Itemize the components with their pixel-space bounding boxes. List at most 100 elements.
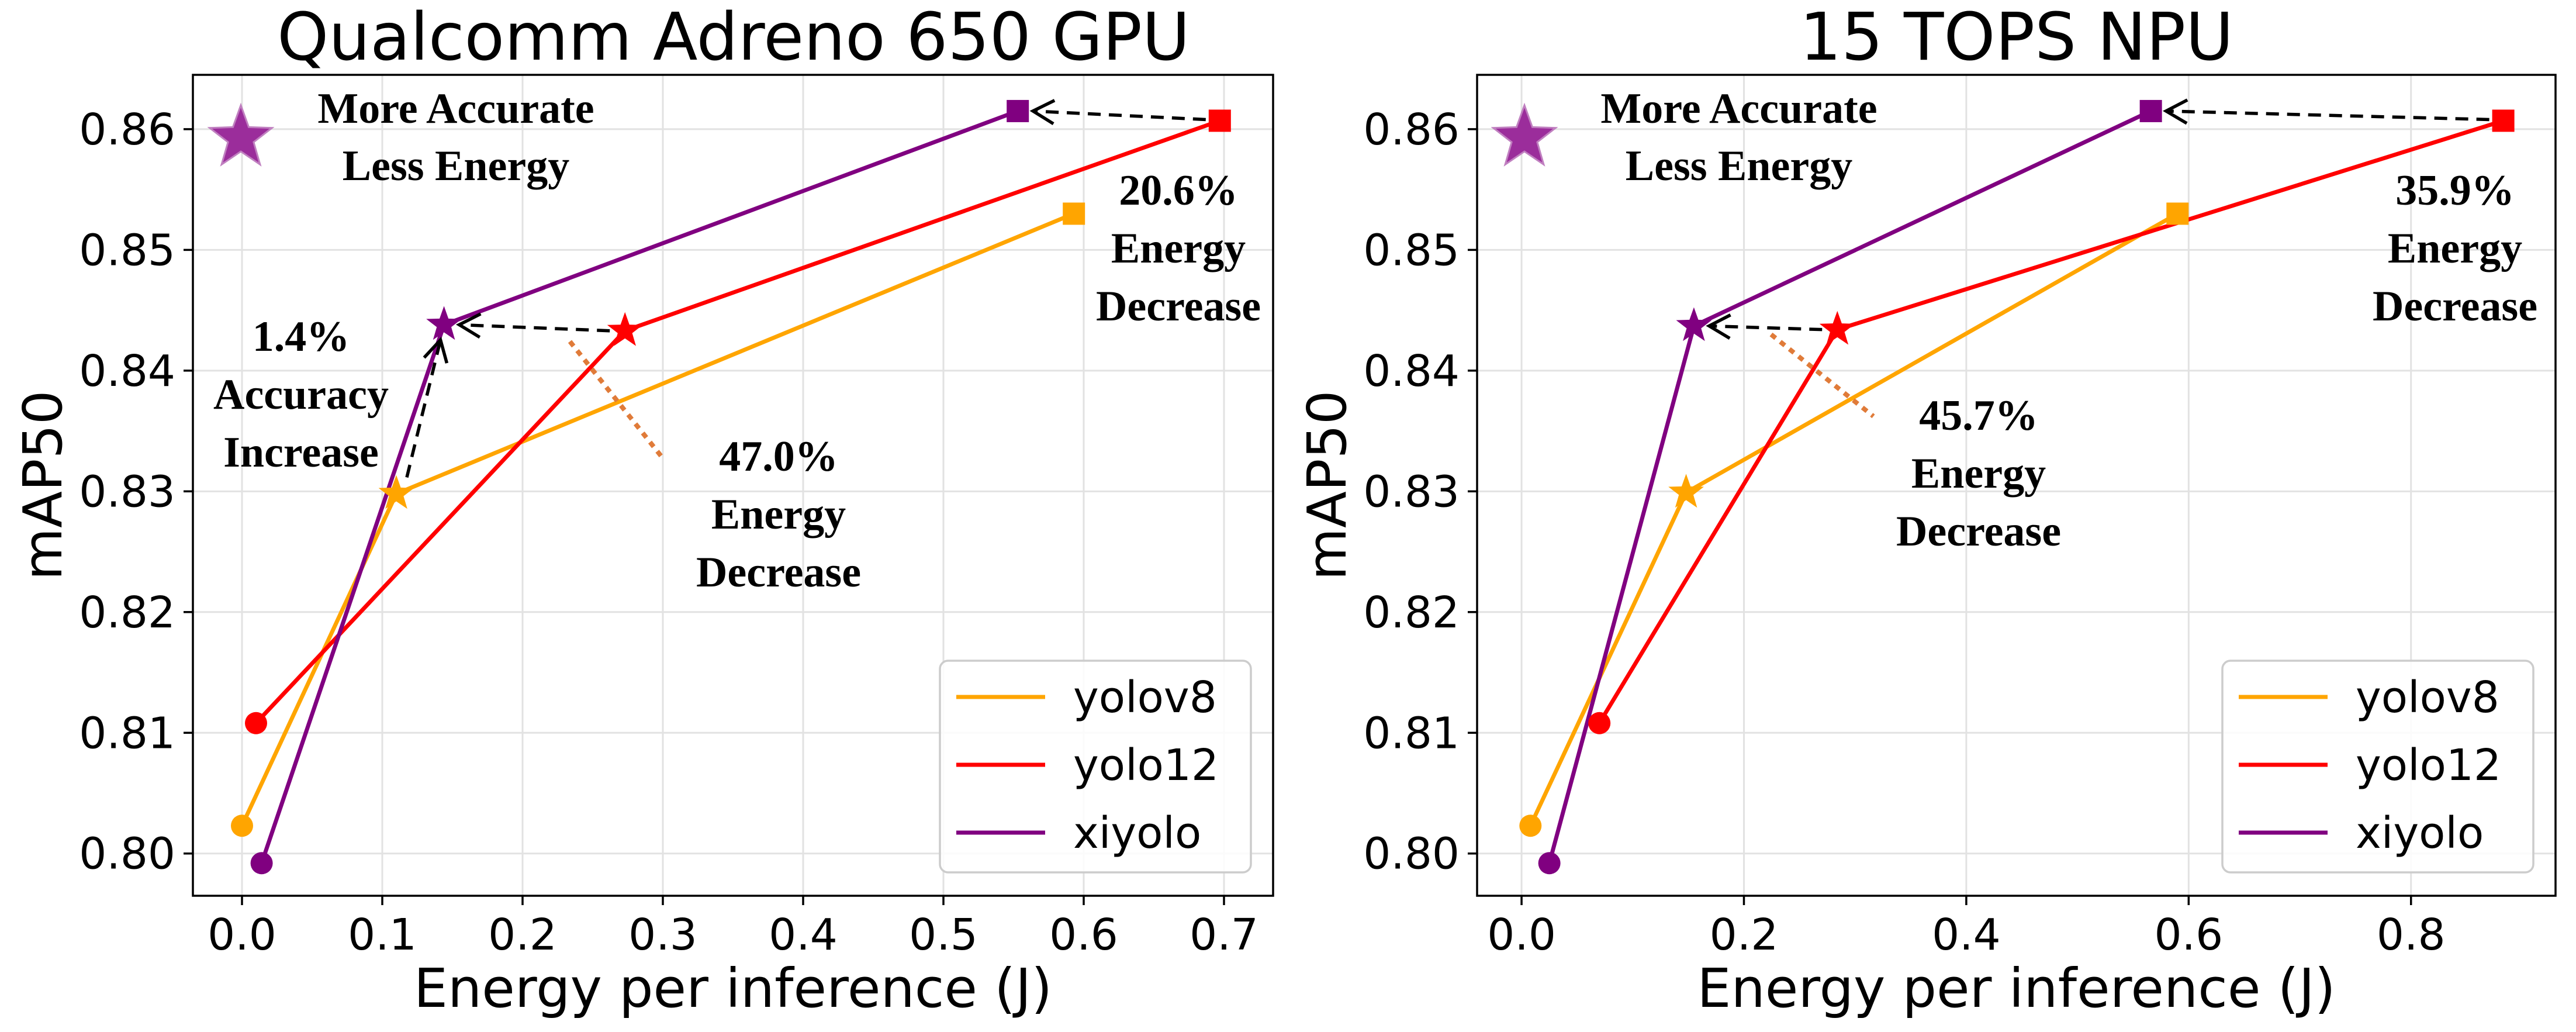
legend-label-yolov8: yolov8 <box>1073 672 1217 723</box>
y-tick-label: 0.83 <box>1363 467 1460 517</box>
marker-yolo12-star <box>1819 310 1855 345</box>
x-tick-label: 0.0 <box>208 910 276 960</box>
annotation-text: Increase <box>223 429 379 477</box>
marker-yolov8-star <box>378 475 414 509</box>
energy-arrow-mid-head <box>455 312 482 339</box>
energy-arrow-top <box>2166 109 2489 122</box>
energy-arrow-mid <box>459 323 610 333</box>
x-tick-label: 0.5 <box>909 910 978 960</box>
legend-box <box>939 660 1252 874</box>
y-axis-label: mAP50 <box>12 390 74 580</box>
best-corner-label: More Accurate <box>317 85 594 133</box>
y-tick-label: 0.80 <box>1363 829 1460 879</box>
plot-frame <box>192 74 1274 897</box>
accuracy-arrow <box>405 339 442 478</box>
y-tick-label: 0.81 <box>1363 708 1460 758</box>
annotation-text: 45.7% <box>1919 392 2038 440</box>
marker-yolov8-square <box>1063 202 1085 225</box>
y-tick-label: 0.81 <box>79 708 175 758</box>
annotation-text: Decrease <box>1096 282 1261 330</box>
series-line-xiyolo <box>260 109 1019 864</box>
marker-yolov8-star <box>1668 474 1704 508</box>
y-tick-label: 0.85 <box>79 225 175 275</box>
annotation-text: Decrease <box>2373 282 2537 330</box>
x-tick-label: 0.6 <box>2154 910 2223 960</box>
marker-xiyolo-star <box>1676 307 1712 341</box>
x-tick-label: 0.1 <box>348 910 417 960</box>
chart-title: Qualcomm Adreno 650 GPU <box>277 0 1190 75</box>
marker-yolo12-star <box>607 312 643 346</box>
best-corner-star-icon <box>1491 102 1558 167</box>
legend-box <box>2221 660 2534 874</box>
marker-yolov8-circle <box>231 814 253 837</box>
marker-xiyolo-square <box>2139 99 2162 122</box>
y-tick-label: 0.86 <box>79 105 175 155</box>
marker-yolov8-circle <box>1519 814 1542 837</box>
y-axis-label: mAP50 <box>1296 390 1358 580</box>
series-line-yolo12 <box>1598 119 2504 724</box>
marker-xiyolo-square <box>1007 99 1029 122</box>
accuracy-arrow-head <box>423 336 449 364</box>
y-tick-label: 0.83 <box>79 467 175 517</box>
best-corner-label: Less Energy <box>1626 142 1853 190</box>
energy-arrow-mid-head <box>1706 313 1731 340</box>
energy-arrow-top <box>1033 109 1206 122</box>
best-corner-label: Less Energy <box>343 142 570 190</box>
marker-yolo12-circle <box>1588 712 1611 734</box>
x-tick-label: 0.0 <box>1487 910 1556 960</box>
annotation-text: 1.4% <box>253 313 350 361</box>
x-axis-label: Energy per inference (J) <box>1697 957 2335 1020</box>
y-tick-label: 0.84 <box>79 346 175 396</box>
legend-label-xiyolo: xiyolo <box>1073 808 1201 858</box>
dotted-separator <box>1769 332 1875 419</box>
y-tick-label: 0.84 <box>1363 346 1460 396</box>
annotation-text: Energy <box>1111 225 1246 272</box>
energy-arrow-top-head <box>1029 99 1056 126</box>
x-tick-label: 0.4 <box>1932 910 2001 960</box>
x-tick-label: 0.8 <box>2377 910 2446 960</box>
series-line-yolov8 <box>1529 212 2179 827</box>
chart-title: 15 TOPS NPU <box>1800 0 2233 75</box>
best-corner-star-icon <box>207 102 275 167</box>
x-tick-label: 0.3 <box>628 910 697 960</box>
legend-label-yolo12: yolo12 <box>1073 740 1219 791</box>
annotation-text: 47.0% <box>719 433 838 481</box>
legend-label-yolo12: yolo12 <box>2356 740 2501 791</box>
legend-label-xiyolo: xiyolo <box>2356 808 2484 858</box>
dotted-separator <box>568 340 666 461</box>
y-tick-label: 0.80 <box>79 829 175 879</box>
marker-yolov8-square <box>2166 202 2189 225</box>
series-line-xiyolo <box>1547 109 2152 864</box>
y-tick-label: 0.86 <box>1363 105 1460 155</box>
marker-xiyolo-circle <box>250 852 273 875</box>
marker-yolo12-square <box>2492 109 2515 132</box>
annotation-text: Energy <box>711 491 846 539</box>
y-tick-label: 0.82 <box>1363 588 1460 638</box>
x-tick-label: 0.2 <box>1710 910 1779 960</box>
marker-yolo12-circle <box>245 712 267 734</box>
marker-xiyolo-circle <box>1538 852 1561 875</box>
annotation-text: Accuracy <box>213 371 389 419</box>
x-tick-label: 0.4 <box>769 910 838 960</box>
annotation-text: Energy <box>2388 225 2522 272</box>
y-tick-label: 0.82 <box>79 588 175 638</box>
x-tick-label: 0.6 <box>1049 910 1118 960</box>
plot-frame <box>1476 74 2557 897</box>
annotation-text: Decrease <box>1896 508 2061 555</box>
annotation-text: 35.9% <box>2395 167 2515 215</box>
annotation-text: Energy <box>1911 450 2046 498</box>
x-axis-label: Energy per inference (J) <box>414 957 1052 1020</box>
energy-arrow-mid <box>1709 324 1823 332</box>
annotation-text: Decrease <box>696 548 861 596</box>
best-corner-label: More Accurate <box>1600 85 1877 133</box>
chart-panel-npu: 0.0 0.2 0.4 0.6 0.8 0.80 0.81 0.82 0.83 0.84 0.85 0… <box>1296 0 2557 1020</box>
x-tick-label: 0.7 <box>1190 910 1258 960</box>
annotation-text: 20.6% <box>1119 167 1238 215</box>
energy-arrow-top-head <box>2162 98 2188 125</box>
y-tick-label: 0.85 <box>1363 225 1460 275</box>
legend-label-yolov8: yolov8 <box>2356 672 2499 723</box>
marker-xiyolo-star <box>426 306 462 340</box>
chart-panel-gpu: 0.0 0.1 0.2 0.3 0.4 0.5 0.6 0.7 0.80 0.81 0.82 0.83… <box>12 0 1274 1020</box>
marker-yolo12-square <box>1208 109 1231 132</box>
